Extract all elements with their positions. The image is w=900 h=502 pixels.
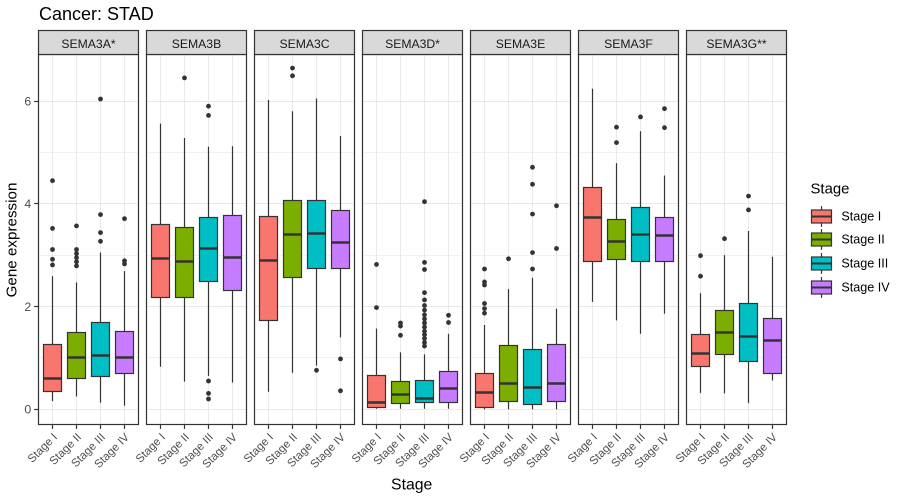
svg-text:Stage IV: Stage IV <box>841 280 890 294</box>
svg-text:Stage: Stage <box>391 477 432 494</box>
svg-text:2: 2 <box>24 300 31 314</box>
svg-text:SEMA3E: SEMA3E <box>496 37 545 51</box>
svg-text:SEMA3C: SEMA3C <box>279 37 329 51</box>
svg-text:Stage II: Stage II <box>841 232 884 246</box>
svg-text:Stage I: Stage I <box>841 209 881 223</box>
svg-text:6: 6 <box>24 94 31 108</box>
svg-text:4: 4 <box>24 197 31 211</box>
svg-text:Cancer: STAD: Cancer: STAD <box>39 4 154 24</box>
svg-text:SEMA3A*: SEMA3A* <box>61 37 115 51</box>
svg-text:Gene expression: Gene expression <box>4 183 21 298</box>
svg-text:Stage III: Stage III <box>841 256 888 270</box>
svg-text:Stage: Stage <box>811 181 850 197</box>
svg-text:0: 0 <box>24 403 31 417</box>
svg-text:SEMA3F: SEMA3F <box>604 37 653 51</box>
svg-text:SEMA3B: SEMA3B <box>172 37 221 51</box>
svg-text:SEMA3D*: SEMA3D* <box>385 37 440 51</box>
svg-text:SEMA3G**: SEMA3G** <box>706 37 767 51</box>
